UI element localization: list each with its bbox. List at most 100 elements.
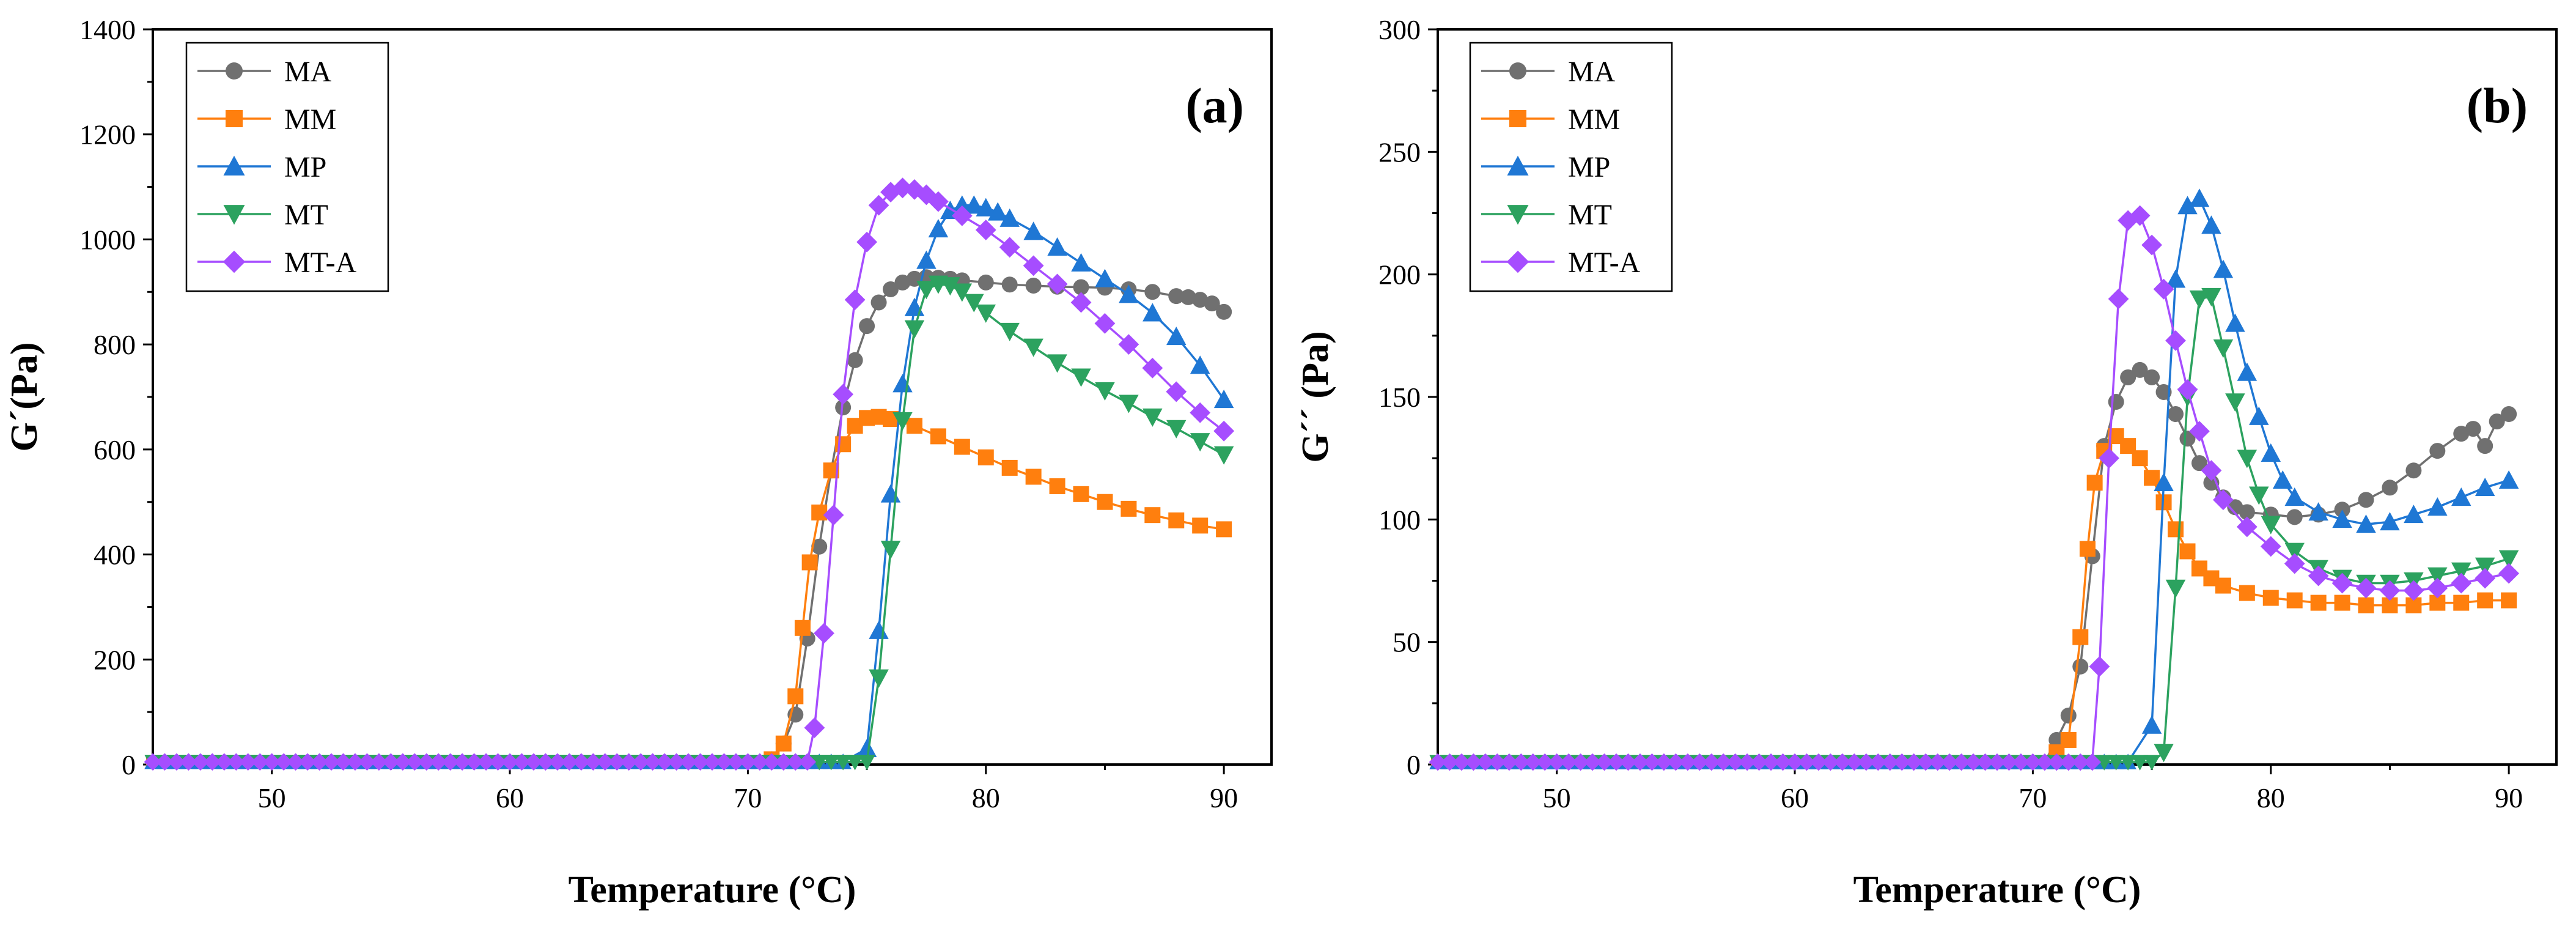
data-point (2451, 487, 2471, 506)
data-point (1166, 381, 1187, 402)
data-point (999, 237, 1020, 258)
legend: MA MM MP MT MT-A (1469, 42, 1673, 292)
y-tick-label: 100 (1378, 504, 1421, 535)
data-point (2498, 563, 2520, 584)
data-point (2475, 568, 2496, 589)
data-point (1441, 753, 1459, 771)
data-point (1168, 288, 1185, 305)
series-mm (1431, 428, 2517, 769)
data-point (2060, 707, 2077, 724)
data-point (2249, 486, 2269, 505)
data-point (2024, 753, 2042, 771)
data-point (2405, 462, 2422, 479)
data-point (1476, 753, 1495, 771)
data-point (1583, 753, 1602, 771)
x-tick-label: 50 (258, 782, 286, 813)
data-point (977, 274, 994, 291)
data-point (180, 753, 197, 771)
series-line (1438, 295, 2509, 763)
y-tick-label: 1200 (79, 119, 136, 150)
legend-marker (1507, 205, 1529, 225)
data-point (2048, 753, 2066, 771)
data-point (751, 753, 769, 771)
series-line (1438, 368, 2510, 763)
data-point (1094, 313, 1116, 334)
data-point (2155, 383, 2172, 400)
data-point (1964, 753, 1982, 771)
legend-label: MP (1568, 151, 1610, 183)
data-point (144, 753, 162, 771)
data-point (2475, 557, 2495, 576)
data-point (2108, 394, 2124, 410)
data-point (2236, 516, 2258, 538)
legend-label: MM (284, 103, 336, 136)
data-point (1595, 753, 1613, 771)
data-point (2201, 287, 2221, 306)
data-point (1192, 517, 1209, 534)
data-point (1143, 303, 1163, 322)
data-point (655, 753, 674, 771)
data-point (620, 753, 638, 771)
data-point (1213, 420, 1235, 442)
data-point (892, 374, 913, 393)
data-point (904, 320, 925, 339)
data-point (2072, 629, 2089, 645)
data-point (2284, 487, 2305, 506)
data-point (537, 753, 554, 771)
data-point (453, 753, 471, 771)
data-point (2239, 585, 2255, 601)
data-point (727, 753, 745, 771)
chart-panel-a: 50 60 70 80 90 0 200 400 600 800 1000 1200 1400 Tempe… (4, 14, 1273, 911)
data-point (2141, 715, 2162, 734)
data-point (1119, 394, 1139, 413)
data-point (2060, 732, 2077, 748)
data-point (906, 418, 922, 434)
x-tick-label: 70 (2018, 782, 2047, 813)
data-point (822, 755, 840, 771)
data-point (1143, 408, 1163, 427)
chart-panel-b: 50 60 70 80 90 0 50 100 150 200 250 300 Temperature … (1295, 14, 2558, 911)
data-point (833, 383, 854, 405)
data-point (405, 753, 424, 771)
data-point (1643, 753, 1661, 771)
series-mt (144, 275, 1234, 771)
data-point (2477, 592, 2493, 609)
data-point (2310, 594, 2327, 611)
legend-marker (1506, 250, 1529, 273)
data-point (394, 753, 412, 771)
legend-marker (1509, 110, 1526, 127)
data-point (524, 753, 543, 771)
legend-marker (223, 205, 245, 225)
data-point (2453, 426, 2470, 442)
data-point (2189, 290, 2210, 309)
data-point (1988, 753, 2006, 771)
data-point (1121, 500, 1137, 517)
data-point (1952, 753, 1970, 771)
data-point (787, 688, 804, 705)
data-point (2083, 753, 2102, 771)
series-line (153, 276, 1225, 763)
data-point (2212, 489, 2234, 511)
data-point (2227, 499, 2243, 516)
x-tick-label: 50 (1543, 782, 1571, 813)
data-point (2129, 205, 2151, 226)
data-point (775, 753, 793, 771)
data-point (2451, 562, 2471, 581)
data-point (2225, 313, 2245, 332)
data-point (976, 198, 996, 217)
x-tick-label: 80 (2257, 782, 2285, 813)
data-point (940, 277, 960, 296)
data-point (858, 755, 875, 771)
data-point (2089, 656, 2110, 677)
data-point (1190, 433, 1210, 452)
series-line (1438, 214, 2509, 763)
data-point (1702, 753, 1721, 771)
data-point (2260, 536, 2281, 557)
data-point (322, 753, 340, 771)
data-point (2404, 505, 2424, 524)
data-point (334, 753, 352, 771)
data-point (2144, 470, 2160, 486)
series-mt-a (144, 177, 1235, 771)
data-point (2286, 592, 2303, 609)
data-point (204, 753, 221, 771)
